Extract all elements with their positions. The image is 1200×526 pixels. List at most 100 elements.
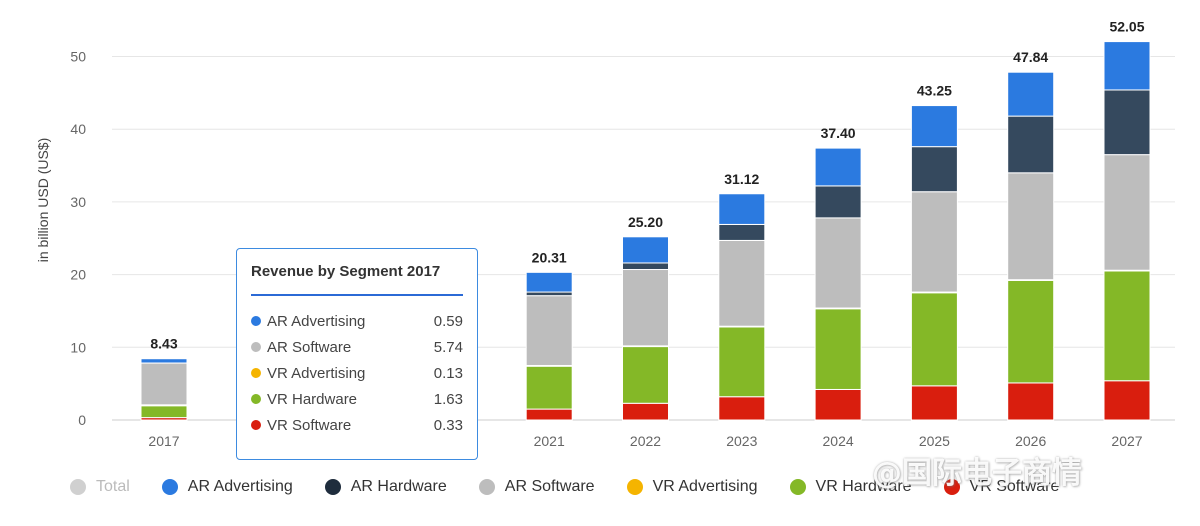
tooltip-row: VR Advertising 0.13 bbox=[251, 360, 463, 386]
bar-segment-ar-hardware bbox=[718, 223, 766, 241]
legend-label: AR Hardware bbox=[350, 478, 447, 495]
bar-segment-vr-hardware bbox=[1007, 279, 1055, 384]
bar-segment-ar-advertising bbox=[140, 358, 188, 364]
bar-segment-vr-software bbox=[910, 385, 958, 421]
legend-label: VR Hardware bbox=[815, 478, 912, 495]
bar-segment-ar-advertising bbox=[718, 193, 766, 225]
series-dot-icon bbox=[251, 420, 261, 430]
legend-item-vr-hardware[interactable]: VR Hardware bbox=[789, 478, 912, 496]
bar-segment-ar-hardware bbox=[622, 262, 669, 271]
bar-segment-ar-advertising bbox=[910, 105, 958, 148]
bar-segment-ar-advertising bbox=[814, 147, 862, 187]
series-dot-icon bbox=[251, 368, 261, 378]
tooltip-series-name: AR Software bbox=[267, 338, 352, 356]
tooltip-series-name: VR Advertising bbox=[267, 364, 366, 382]
tooltip-series-value: 0.33 bbox=[433, 416, 463, 434]
bar-segment-ar-hardware bbox=[525, 291, 573, 297]
y-tick-label: 40 bbox=[70, 121, 86, 137]
bar-segment-ar-hardware bbox=[910, 146, 958, 193]
total-data-label: 31.12 bbox=[724, 171, 759, 187]
bar-segment-ar-software bbox=[1007, 172, 1055, 281]
legend-dot-icon bbox=[789, 479, 806, 495]
legend-label: VR Advertising bbox=[652, 478, 758, 495]
bar-segment-ar-advertising bbox=[622, 236, 669, 264]
legend-item-ar-hardware[interactable]: AR Hardware bbox=[324, 478, 447, 496]
y-axis-title: in billion USD (US$) bbox=[35, 138, 51, 262]
chart-legend: Total AR Advertising AR Hardware AR Softwar… bbox=[70, 474, 1091, 500]
x-tick-label: 2026 bbox=[1015, 433, 1046, 449]
tooltip-title: Revenue by Segment 2017 bbox=[251, 263, 463, 296]
bar-segment-vr-hardware bbox=[910, 292, 958, 387]
bar-segment-vr-software bbox=[1007, 382, 1055, 421]
bar-segment-vr-hardware bbox=[140, 405, 188, 419]
x-tick-label: 2017 bbox=[148, 433, 179, 449]
total-data-label: 8.43 bbox=[150, 336, 177, 352]
tooltip-series-value: 0.59 bbox=[433, 312, 463, 330]
bar-segment-ar-software bbox=[622, 269, 669, 347]
tooltip-row: VR Hardware 1.63 bbox=[251, 386, 463, 412]
bar-segment-vr-hardware bbox=[622, 346, 669, 404]
legend-label: VR Software bbox=[969, 478, 1060, 495]
bar-segment-vr-hardware bbox=[1103, 270, 1151, 382]
bar-segment-vr-software bbox=[718, 396, 766, 421]
series-dot-icon bbox=[251, 394, 261, 404]
bar-segment-vr-software bbox=[1103, 380, 1151, 421]
tooltip-row: AR Software 5.74 bbox=[251, 334, 463, 360]
bar-segment-vr-software bbox=[525, 408, 573, 421]
bar-segment-ar-software bbox=[718, 239, 766, 327]
tooltip-series-name: VR Software bbox=[267, 416, 352, 434]
y-tick-label: 10 bbox=[70, 339, 86, 355]
bar-segment-vr-hardware bbox=[814, 308, 862, 390]
legend-dot-icon bbox=[478, 479, 495, 495]
bar-segment-ar-advertising bbox=[1007, 71, 1055, 117]
legend-dot-icon bbox=[626, 479, 643, 495]
bar-segment-vr-hardware bbox=[718, 326, 766, 398]
legend-item-vr-software[interactable]: VR Software bbox=[943, 478, 1060, 496]
tooltip-series-value: 1.63 bbox=[433, 390, 463, 408]
x-tick-label: 2021 bbox=[534, 433, 565, 449]
legend-dot-icon bbox=[943, 479, 960, 495]
total-data-label: 37.40 bbox=[821, 125, 856, 141]
bar-segment-ar-software bbox=[140, 362, 188, 406]
legend-label: AR Software bbox=[504, 478, 595, 495]
x-tick-label: 2025 bbox=[919, 433, 950, 449]
tooltip-series-name: AR Advertising bbox=[267, 312, 366, 330]
bar-segment-ar-software bbox=[814, 217, 862, 309]
tooltip-row: VR Software 0.33 bbox=[251, 412, 463, 438]
total-data-label: 25.20 bbox=[628, 214, 663, 230]
tooltip-rows: AR Advertising 0.59 AR Software 5.74 VR Adve… bbox=[251, 308, 463, 438]
tooltip-series-name: VR Hardware bbox=[267, 390, 358, 408]
legend-dot-icon bbox=[324, 479, 341, 495]
series-dot-icon bbox=[251, 342, 261, 352]
bar-segment-ar-software bbox=[910, 191, 958, 293]
bar-segment-vr-software bbox=[814, 388, 862, 421]
bar-segment-ar-software bbox=[1103, 154, 1151, 271]
total-data-label: 52.05 bbox=[1109, 19, 1144, 35]
tooltip-series-value: 0.13 bbox=[433, 364, 463, 382]
bar-segment-ar-hardware bbox=[1007, 115, 1055, 174]
bar-segment-vr-hardware bbox=[525, 365, 573, 410]
legend-item-ar-advertising[interactable]: AR Advertising bbox=[161, 478, 293, 496]
total-data-label: 47.84 bbox=[1013, 49, 1048, 65]
total-data-label: 20.31 bbox=[532, 249, 567, 265]
y-tick-label: 0 bbox=[78, 412, 86, 428]
legend-item-vr-advertising[interactable]: VR Advertising bbox=[626, 478, 758, 496]
segment-tooltip: Revenue by Segment 2017 AR Advertising 0.… bbox=[236, 248, 478, 460]
tooltip-series-value: 5.74 bbox=[433, 338, 463, 356]
legend-item-ar-software[interactable]: AR Software bbox=[478, 478, 595, 496]
x-tick-label: 2023 bbox=[726, 433, 757, 449]
bar-segment-ar-hardware bbox=[1103, 89, 1151, 156]
bar-segment-vr-software bbox=[622, 402, 669, 421]
y-tick-label: 30 bbox=[70, 194, 86, 210]
series-dot-icon bbox=[251, 316, 261, 326]
bar-segment-ar-hardware bbox=[814, 185, 862, 219]
legend-label: AR Advertising bbox=[187, 478, 293, 495]
bar-segment-ar-software bbox=[525, 295, 573, 366]
bar-segment-ar-advertising bbox=[1103, 41, 1151, 91]
legend-item-total[interactable]: Total bbox=[70, 478, 130, 496]
y-tick-label: 50 bbox=[70, 49, 86, 65]
x-tick-label: 2027 bbox=[1111, 433, 1142, 449]
legend-dot-icon bbox=[161, 479, 178, 495]
